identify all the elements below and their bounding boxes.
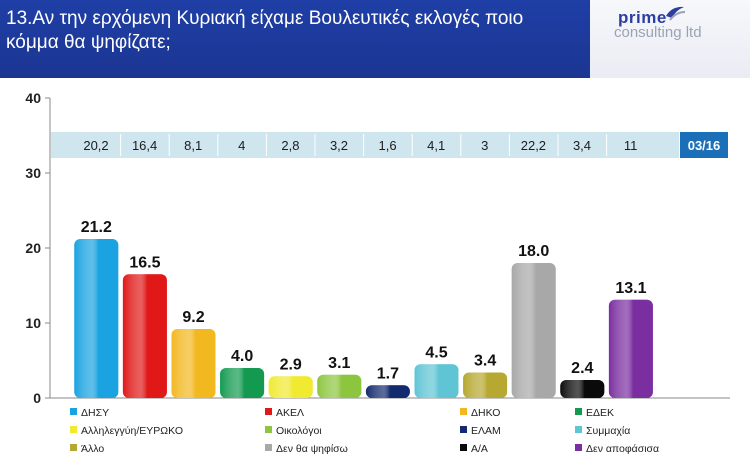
previous-value-label: 2,8: [281, 138, 299, 153]
bar-highlight: [220, 368, 265, 398]
legend-label: Δεν θα ψηφίσω: [276, 443, 348, 455]
bar-value-label: 9.2: [182, 309, 204, 326]
bar-highlight: [268, 376, 313, 398]
previous-value-label: 4,1: [427, 138, 445, 153]
legend-label: Αλληλεγγύη/ΕΥΡΩΚΟ: [81, 425, 183, 437]
bar-highlight: [122, 274, 167, 398]
previous-value-label: 22,2: [521, 138, 546, 153]
previous-band-background: [51, 132, 679, 158]
legend-label: Α/Α: [471, 443, 488, 455]
legend-swatch: [265, 408, 272, 415]
legend-label: Δεν αποφάσισα: [586, 443, 659, 455]
legend-swatch: [70, 408, 77, 415]
bar-highlight: [608, 299, 653, 398]
legend-swatch: [70, 444, 77, 451]
legend-swatch: [460, 444, 467, 451]
y-tick-label: 20: [25, 240, 41, 256]
bar-value-label: 3.1: [328, 355, 350, 372]
previous-value-label: 3,2: [330, 138, 348, 153]
logo-text-prime: prime: [618, 8, 667, 27]
legend-swatch: [70, 426, 77, 433]
bar-value-label: 2.9: [280, 356, 302, 373]
bar-value-label: 3.4: [474, 353, 496, 370]
bar-highlight: [365, 385, 410, 398]
y-tick-label: 40: [25, 90, 41, 106]
logo-swoosh-icon: [666, 6, 686, 21]
previous-value-label: 1,6: [379, 138, 397, 153]
legend-label: Συμμαχία: [586, 425, 630, 437]
y-tick-label: 0: [33, 390, 41, 406]
bar-highlight: [560, 380, 605, 398]
legend-swatch: [575, 444, 582, 451]
bar-highlight: [317, 374, 362, 398]
bar-highlight: [74, 239, 119, 398]
legend-swatch: [575, 426, 582, 433]
legend-label: ΔΗΣΥ: [81, 407, 109, 419]
bar-highlight: [171, 329, 216, 398]
bar-value-label: 1.7: [377, 365, 399, 382]
previous-value-label: 20,2: [83, 138, 108, 153]
bar-highlight: [511, 263, 556, 398]
bar-value-label: 21.2: [81, 219, 112, 236]
y-tick-label: 30: [25, 165, 41, 181]
bar-highlight: [463, 372, 508, 398]
legend-label: ΕΔΕΚ: [586, 407, 614, 419]
legend: ΔΗΣΥ ΑΚΕΛ ΔΗΚΟ ΕΔΕΚ Αλληλεγγύη/ΕΥΡΩΚΟ Οικολόγ…: [70, 407, 659, 455]
legend-label: ΑΚΕΛ: [276, 407, 304, 419]
previous-value-label: 3,4: [573, 138, 591, 153]
chart-title: 13.Αν την ερχόμενη Κυριακή είχαμε Βουλευ…: [6, 8, 524, 53]
prime-consulting-logo: prime consulting ltd: [610, 6, 740, 58]
legend-label: Οικολόγοι: [276, 425, 322, 437]
previous-value-label: 11: [624, 138, 638, 153]
legend-swatch: [460, 408, 467, 415]
previous-period-band: 20,2 16,4 8,1 4 2,8 3,2 1,6 4,1 3 22,2 3,4 11 03/16: [51, 132, 728, 158]
previous-value-label: 8,1: [184, 138, 202, 153]
bar-value-label: 4.5: [425, 344, 447, 361]
bar-value-label: 18.0: [518, 243, 549, 260]
bar-highlight: [414, 364, 459, 398]
bar-value-label: 13.1: [615, 280, 646, 297]
legend-swatch: [460, 426, 467, 433]
bar-value-label: 4.0: [231, 348, 253, 365]
legend-label: ΕΛΑΜ: [471, 425, 501, 437]
bar-value-label: 16.5: [129, 254, 160, 271]
bars-group: 21.2 16.5 9.2 4.0 2.9 3.1 1.7 4.5 3.4 18.0 2.4 13.1: [74, 219, 653, 398]
bar-value-label: 2.4: [571, 360, 593, 377]
previous-period-label: 03/16: [688, 138, 721, 153]
previous-value-label: 16,4: [132, 138, 157, 153]
previous-value-label: 3: [481, 138, 488, 153]
legend-swatch: [575, 408, 582, 415]
previous-value-label: 4: [238, 138, 245, 153]
header-bar: 13.Αν την ερχόμενη Κυριακή είχαμε Βουλευ…: [0, 0, 750, 78]
y-tick-label: 10: [25, 315, 41, 331]
logo-text-consulting: consulting ltd: [614, 24, 702, 41]
legend-swatch: [265, 426, 272, 433]
bar-chart: 0 10 20 30 40 20,2 16,4 8,1 4 2,8 3,2 1,6 4,1 3 22,2 3…: [25, 90, 730, 455]
previous-period-badge: [680, 132, 728, 158]
legend-label: Άλλο: [81, 443, 104, 455]
title-band: 13.Αν την ερχόμενη Κυριακή είχαμε Βουλευ…: [0, 0, 590, 78]
chart-area: 0 10 20 30 40 20,2 16,4 8,1 4 2,8 3,2 1,6 4,1 3 22,2 3…: [0, 78, 750, 457]
legend-swatch: [265, 444, 272, 451]
legend-label: ΔΗΚΟ: [471, 407, 500, 419]
